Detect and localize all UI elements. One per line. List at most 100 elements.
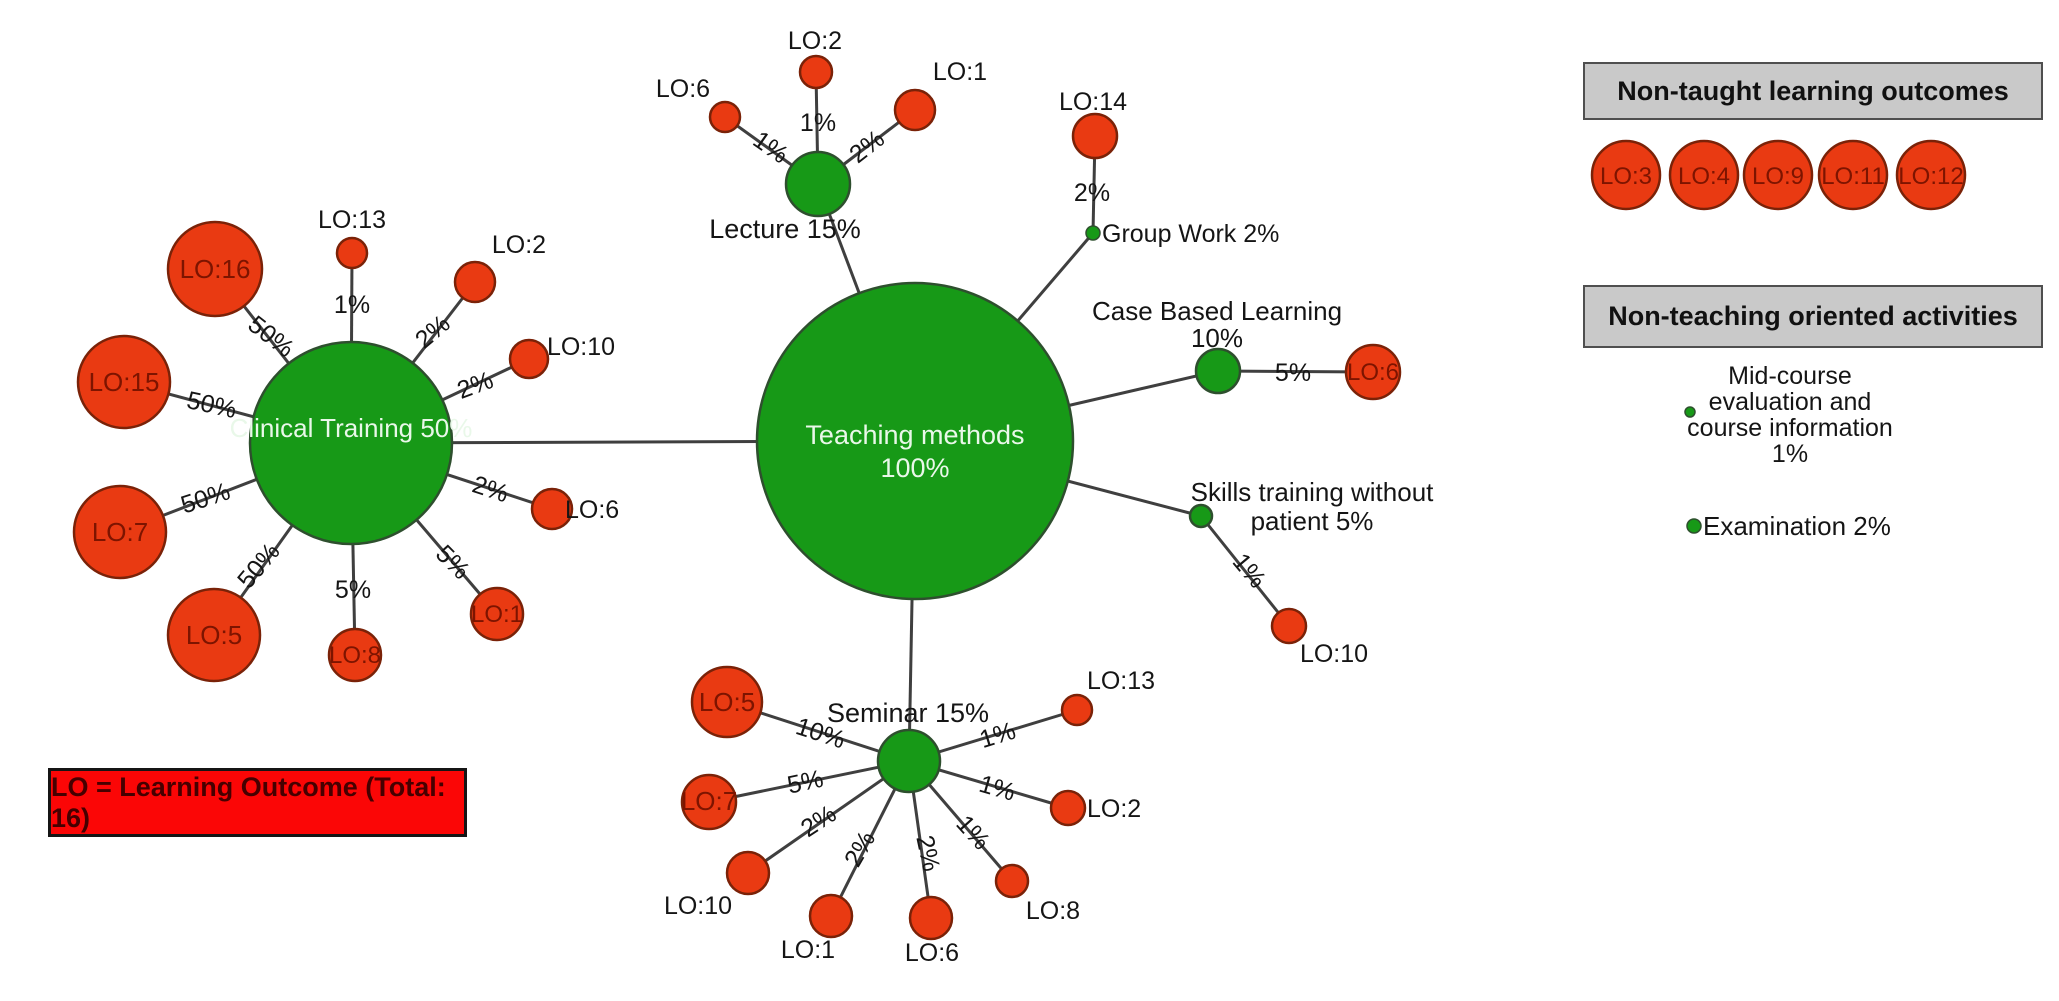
node-panel-lo9 xyxy=(1742,139,1814,211)
seminar-lo10-link xyxy=(747,759,910,875)
seminar-lo1-link-label: 2% xyxy=(839,826,881,871)
node-lecture-lo6 xyxy=(708,100,742,134)
lo-legend-box: LO = Learning Outcome (Total: 16) xyxy=(48,768,467,837)
non-teaching-activities-title: Non-teaching oriented activities xyxy=(1608,301,2018,331)
non-taught-outcomes-title: Non-taught learning outcomes xyxy=(1617,75,2009,106)
node-panel-lo12 xyxy=(1895,139,1967,211)
node-label-examination-dot: Examination 2% xyxy=(1703,511,1891,541)
node-label-seminar-lo2: LO:2 xyxy=(1087,795,1141,823)
node-label-group-work: Group Work 2% xyxy=(1102,220,1279,248)
lo14-groupwork-link-label: 2% xyxy=(1074,179,1110,207)
node-label-panel-lo3: LO:3 xyxy=(1600,163,1652,190)
node-clinical-training xyxy=(248,340,454,546)
clinical-lo16-link-label: 50% xyxy=(243,310,300,363)
node-panel-lo11 xyxy=(1817,139,1889,211)
node-label-lecture-lo1: LO:1 xyxy=(933,58,987,86)
node-clinical-lo8 xyxy=(327,627,383,683)
node-label-skills-training: Skills training without patient 5% xyxy=(1191,477,1435,536)
node-clinical-lo5 xyxy=(166,587,262,683)
node-mid-course-dot xyxy=(1684,406,1696,418)
node-seminar-lo8 xyxy=(994,863,1030,899)
node-label-mid-course-dot: Mid-course evaluation and course informati… xyxy=(1687,362,1893,468)
node-label-seminar-lo1: LO:1 xyxy=(781,936,835,964)
cbl-lo6-link-label: 5% xyxy=(1275,359,1311,387)
node-seminar-lo2 xyxy=(1049,789,1087,827)
node-seminar xyxy=(876,728,942,794)
node-clinical-lo13 xyxy=(335,236,369,270)
node-seminar-lo13 xyxy=(1060,693,1094,727)
node-label-clinical-lo5: LO:5 xyxy=(186,620,242,650)
node-group-work xyxy=(1085,225,1101,241)
clinical-lo8-link-label: 5% xyxy=(335,576,371,604)
node-clinical-lo6 xyxy=(530,487,574,531)
seminar-lo2-link-label: 1% xyxy=(976,770,1018,807)
node-label-seminar-lo8: LO:8 xyxy=(1026,897,1080,925)
seminar-lo6-link-label: 2% xyxy=(910,833,945,874)
lecture-lo1-link-label: 2% xyxy=(844,125,890,169)
node-case-based-learning xyxy=(1194,347,1242,395)
clinical-lo6-link-label: 2% xyxy=(469,470,512,508)
seminar-lo7-link-label: 5% xyxy=(785,765,826,800)
node-clinical-lo15 xyxy=(76,334,172,430)
non-teaching-activities-header: Non-teaching oriented activities xyxy=(1583,285,2043,348)
node-label-panel-lo4: LO:4 xyxy=(1678,163,1730,190)
node-seminar-lo1 xyxy=(808,893,854,939)
node-label-seminar-lo6: LO:6 xyxy=(905,939,959,967)
node-teaching-methods xyxy=(755,281,1075,601)
node-label-case-based-learning: Case Based Learning 10% xyxy=(1092,296,1342,353)
node-label-clinical-lo8: LO:8 xyxy=(329,642,381,669)
node-label-seminar-lo7: LO:7 xyxy=(681,786,737,816)
node-lecture xyxy=(784,150,852,218)
node-label-seminar: Seminar 15% xyxy=(827,698,989,728)
lo-legend-text: LO = Learning Outcome (Total: 16) xyxy=(51,771,446,833)
node-label-clinical-lo10: LO:10 xyxy=(547,333,615,361)
node-label-clinical-lo6: LO:6 xyxy=(565,496,619,524)
node-lecture-lo2 xyxy=(798,54,834,90)
clinical-lo13-link-label: 1% xyxy=(334,291,370,319)
node-label-clinical-lo1: LO:1 xyxy=(471,601,523,628)
node-cbl-lo6 xyxy=(1344,343,1402,401)
non-taught-outcomes-header: Non-taught learning outcomes xyxy=(1583,62,2043,120)
node-clinical-lo2 xyxy=(453,260,497,304)
node-label-clinical-lo16: LO:16 xyxy=(180,254,251,284)
node-label-lecture-lo2: LO:2 xyxy=(788,27,842,55)
node-label-clinical-lo7: LO:7 xyxy=(92,517,148,547)
clinical-lo7-link-label: 50% xyxy=(177,477,233,519)
node-label-clinical-lo2: LO:2 xyxy=(492,231,546,259)
node-panel-lo4 xyxy=(1668,139,1740,211)
node-label-groupwork-lo14: LO:14 xyxy=(1059,88,1127,116)
node-clinical-lo16 xyxy=(166,220,264,318)
node-examination-dot xyxy=(1686,518,1702,534)
node-seminar-lo6 xyxy=(908,895,954,941)
node-label-panel-lo11: LO:11 xyxy=(1821,163,1885,190)
node-label-clinical-lo15: LO:15 xyxy=(89,367,160,397)
node-clinical-lo7 xyxy=(72,484,168,580)
node-skills-training xyxy=(1188,503,1214,529)
node-seminar-lo10 xyxy=(725,850,771,896)
node-seminar-lo7 xyxy=(680,773,738,831)
skills-lo10-link xyxy=(1199,515,1291,627)
node-clinical-lo10 xyxy=(508,338,550,380)
node-label-teaching-methods: Teaching methods 100% xyxy=(805,420,1024,483)
node-label-cbl-lo6: LO:6 xyxy=(1347,359,1399,386)
node-label-panel-lo9: LO:9 xyxy=(1752,163,1804,190)
node-seminar-lo5 xyxy=(690,665,764,739)
node-clinical-lo1 xyxy=(469,586,525,642)
node-label-lecture: Lecture 15% xyxy=(709,214,861,244)
node-groupwork-lo14 xyxy=(1071,112,1119,160)
clinical-lo1-link-label: 5% xyxy=(430,540,475,585)
seminar-lo7-link xyxy=(708,759,910,804)
node-skills-lo10 xyxy=(1270,607,1308,645)
node-label-clinical-training: Clinical Training 50% xyxy=(230,413,473,443)
node-label-skills-lo10: LO:10 xyxy=(1300,640,1368,668)
node-panel-lo3 xyxy=(1590,139,1662,211)
node-label-seminar-lo5: LO:5 xyxy=(699,687,755,717)
clinical-lo10-link-label: 2% xyxy=(453,366,497,405)
node-label-seminar-lo13: LO:13 xyxy=(1087,667,1155,695)
node-label-clinical-lo13: LO:13 xyxy=(318,206,386,234)
node-label-seminar-lo10: LO:10 xyxy=(664,892,732,920)
node-label-panel-lo12: LO:12 xyxy=(1898,163,1963,190)
node-lecture-lo1 xyxy=(893,88,937,132)
node-label-lecture-lo6: LO:6 xyxy=(656,75,710,103)
